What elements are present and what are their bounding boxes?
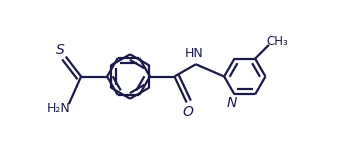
Text: H₂N: H₂N — [47, 102, 71, 115]
Text: S: S — [56, 43, 65, 58]
Text: HN: HN — [185, 47, 204, 60]
Text: O: O — [183, 105, 194, 119]
Text: CH₃: CH₃ — [266, 35, 288, 48]
Text: N: N — [226, 96, 237, 110]
